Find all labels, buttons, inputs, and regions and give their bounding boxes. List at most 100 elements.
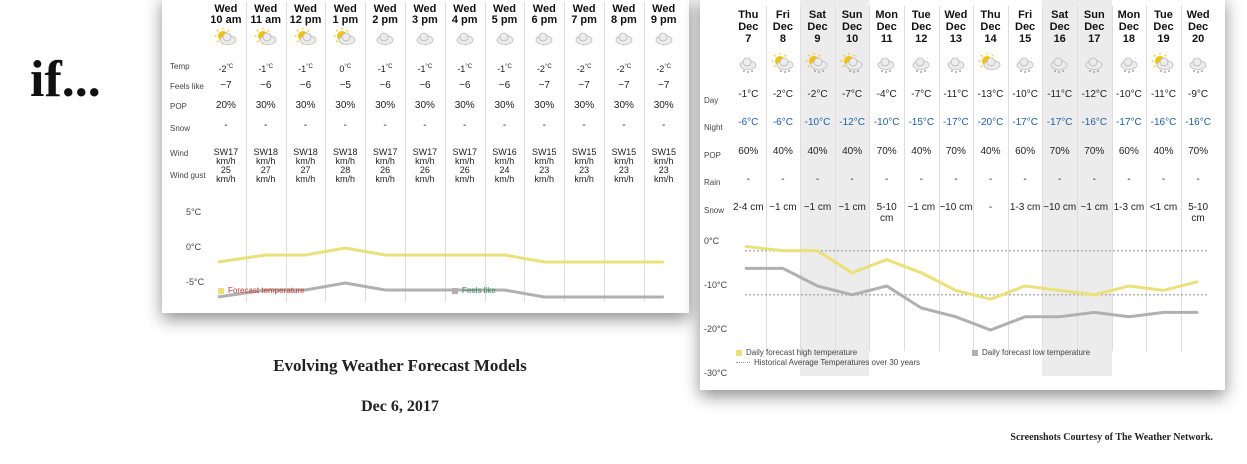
temp-value: -1 <box>417 64 426 74</box>
night-temp-cell: -20°C <box>977 117 1004 128</box>
daily-high-line-point <box>782 250 784 252</box>
legend-historical: Historical Average Temperatures over 30 … <box>736 358 920 367</box>
column-divider <box>904 6 905 351</box>
caption-date: Dec 6, 2017 <box>361 398 439 415</box>
headline-if: if... <box>30 51 101 108</box>
temp-value: -1 <box>258 64 267 74</box>
night-temp-cell: -6°C <box>772 117 793 128</box>
wind-gust-cell: 27 <box>300 165 311 175</box>
month: Dec <box>1188 21 1209 33</box>
hour-time: 1 pm <box>332 14 359 26</box>
hour-time: 10 am <box>210 14 242 26</box>
pop-cell: 70% <box>876 146 897 157</box>
month: Dec <box>1049 21 1070 33</box>
month: Dec <box>911 21 932 33</box>
day-of-month: 14 <box>984 33 997 45</box>
temp-cell: -1°C <box>365 62 405 75</box>
hour-day: Wed <box>413 3 437 15</box>
snow-icon <box>1085 57 1103 73</box>
rain-cell: - <box>919 174 923 185</box>
day-temp-cell: -7°C <box>911 89 932 100</box>
hour-day: Wed <box>652 3 676 15</box>
day-of-month: 8 <box>779 33 786 45</box>
daily-high-line-point <box>1128 285 1130 287</box>
feels-like-cell: −7 <box>657 80 670 91</box>
forecast-temperature-line-point <box>265 254 267 256</box>
wind-gust-unit: km/h <box>375 174 395 184</box>
snowflake <box>1089 70 1091 72</box>
temp-value: -2 <box>616 64 625 74</box>
wind-unit: km/h <box>335 156 356 166</box>
hour-day: Wed <box>293 3 317 15</box>
pop-cell: 60% <box>738 146 759 157</box>
hour-day: Wed <box>373 3 397 15</box>
sun-ray <box>980 54 984 57</box>
daily-low-line-point <box>1163 311 1164 313</box>
cloud-puff <box>499 32 508 42</box>
rain-cell: - <box>1161 174 1166 185</box>
pop-cell: 30% <box>494 100 515 111</box>
column-divider <box>325 2 327 302</box>
rain-cell: - <box>954 174 958 185</box>
pop-cell: 30% <box>335 100 356 111</box>
night-temp-cell: -17°C <box>1116 117 1142 128</box>
column-divider <box>973 6 975 351</box>
day-temp-cell: -7°C <box>842 89 863 100</box>
feels-like-line-point <box>623 296 625 298</box>
wind-gust-cell: 27 <box>260 165 271 175</box>
sun-ray <box>807 65 811 68</box>
snowflake <box>779 70 782 72</box>
sun-ray <box>842 65 845 68</box>
hourly-forecast-screenshot: Wed 10 am -2°C −7 20% - SW17 km/h 25 km/h Wed 11 am… <box>162 0 689 313</box>
temp-value: -1 <box>497 64 506 74</box>
day-temp-cell: -10°C <box>1116 89 1142 100</box>
legend-high: Daily forecast high temperature <box>736 348 857 357</box>
sun-cloud-icon <box>214 28 237 45</box>
pop-cell: 30% <box>653 100 674 111</box>
cloud-puff <box>658 32 668 42</box>
pop-cell: 40% <box>772 146 793 157</box>
pop-cell: 30% <box>255 100 276 111</box>
temp-cell: -1°C <box>405 62 445 75</box>
pop-cell: 40% <box>807 146 828 157</box>
temp-unit: °C <box>544 64 552 70</box>
wind-unit: km/h <box>454 156 475 166</box>
pop-cell: 70% <box>1084 146 1105 157</box>
sun-ray <box>216 40 219 43</box>
snow-icon <box>739 57 757 73</box>
feels-like-cell: −7 <box>220 80 232 91</box>
feels-like-line-point <box>464 289 466 291</box>
day-of-week: Mon <box>1117 9 1141 21</box>
legend-label: Feels like <box>462 286 496 295</box>
temp-cell: -1°C <box>445 62 485 75</box>
wind-unit: km/h <box>415 156 435 166</box>
sun-ray <box>256 40 259 43</box>
wind-gust-cell: 24 <box>499 165 510 175</box>
column-divider <box>1146 6 1148 351</box>
sun-ray <box>256 29 259 32</box>
snowflake <box>1164 71 1167 73</box>
temp-unit: °C <box>306 64 313 70</box>
sun-ray <box>216 29 219 32</box>
snow-cell: - <box>224 120 228 131</box>
wind-cell: SW15 <box>651 147 676 157</box>
snow-icon <box>1189 57 1207 73</box>
daily-low-line-point <box>1093 311 1095 313</box>
snowflake <box>743 70 745 72</box>
feels-like-cell: −6 <box>299 80 312 91</box>
cloud-icon <box>615 32 633 45</box>
day-of-month: 16 <box>1053 33 1066 45</box>
temp-cell: -1°C <box>246 62 286 75</box>
rain-cell: - <box>746 174 750 185</box>
snow-icon <box>877 57 895 73</box>
day-of-month: 18 <box>1122 33 1136 45</box>
snow-cell: 5-10 cm <box>1188 202 1209 224</box>
column-divider <box>765 6 767 351</box>
day-of-month: 13 <box>949 33 963 45</box>
day-of-month: 15 <box>1018 33 1032 45</box>
snow-cell: - <box>662 120 666 131</box>
feels-like-line-point <box>305 289 306 291</box>
sun-ray <box>807 54 811 57</box>
snowflake <box>889 70 892 72</box>
daily-low-line-point <box>1024 316 1026 318</box>
